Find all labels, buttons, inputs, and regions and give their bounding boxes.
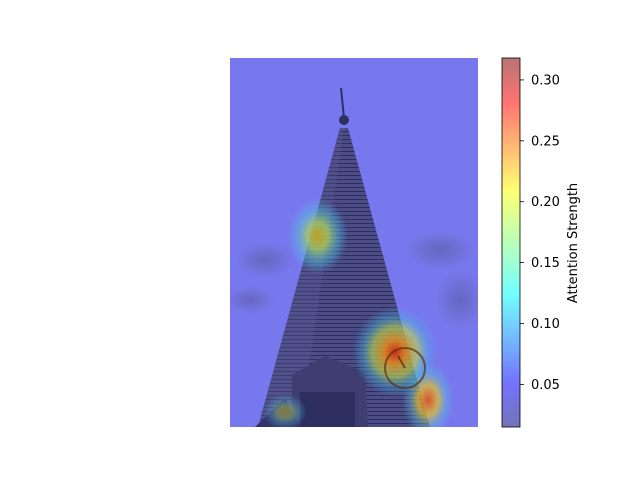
colorbar-tick-label: 0.10: [531, 317, 560, 332]
colorbar-tick-label: 0.15: [531, 256, 560, 271]
attention-hotspot: [402, 362, 454, 427]
colorbar-tick-label: 0.25: [531, 134, 560, 149]
cloud-shape: [435, 270, 478, 330]
attention-hotspot: [288, 198, 348, 274]
colorbar-label: Attention Strength: [566, 183, 581, 303]
attention-hotspot: [263, 394, 307, 427]
attention-image: [230, 58, 478, 427]
cloud-shape: [230, 286, 275, 314]
colorbar-gradient: [502, 58, 520, 427]
colorbar-frame: [501, 57, 521, 428]
clock-hand: [397, 355, 406, 369]
cloud-shape: [405, 230, 475, 270]
clock-face: [384, 347, 426, 389]
colorbar: 0.05 0.10 0.15 0.20 0.25 0.30 Attention Stren…: [501, 57, 581, 428]
colorbar-tick-label: 0.05: [531, 378, 560, 393]
cloud-shape: [235, 242, 295, 278]
colorbar-tick-label: 0.30: [531, 73, 560, 88]
colorbar-tick-label: 0.20: [531, 195, 560, 210]
colorbar-ticks: 0.05 0.10 0.15 0.20 0.25 0.30: [520, 73, 560, 393]
